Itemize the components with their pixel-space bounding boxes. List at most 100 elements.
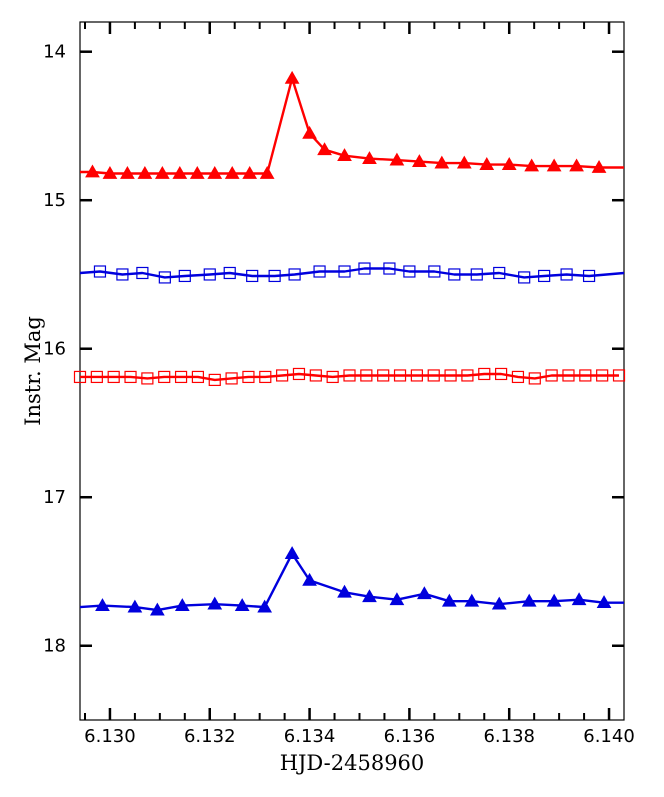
data-point <box>174 598 190 612</box>
data-point <box>178 269 191 283</box>
data-point <box>434 155 450 169</box>
data-point <box>501 157 517 170</box>
y-tick-label: 14 <box>43 42 66 63</box>
data-point <box>360 369 373 382</box>
data-point <box>478 367 491 381</box>
data-point <box>309 369 322 382</box>
data-point <box>284 546 300 560</box>
data-point <box>358 262 371 275</box>
y-axis: 14 15 16 17 18 <box>43 42 624 657</box>
data-point <box>326 370 339 384</box>
data-point <box>427 369 440 382</box>
data-point <box>116 268 129 281</box>
data-point <box>154 165 170 179</box>
data-point <box>579 369 592 382</box>
data-point <box>268 269 281 283</box>
y-tick-label: 16 <box>43 339 66 360</box>
data-point <box>569 158 584 172</box>
x-tick-label: 6.132 <box>184 726 236 747</box>
data-point <box>189 165 205 179</box>
data-point <box>403 265 416 278</box>
data-point <box>174 370 188 384</box>
data-point <box>224 165 240 179</box>
data-point <box>288 268 301 281</box>
x-tick-label: 6.138 <box>483 726 535 747</box>
x-tick-label: 6.140 <box>583 726 635 747</box>
series-line <box>79 267 625 279</box>
data-point <box>362 151 377 165</box>
data-point <box>225 372 238 385</box>
series-red-squares <box>73 367 626 387</box>
data-point <box>302 572 317 586</box>
data-point <box>410 369 423 382</box>
y-tick-label: 18 <box>43 636 66 657</box>
data-point <box>158 370 171 384</box>
data-point <box>591 160 607 173</box>
data-point <box>362 589 377 603</box>
data-point <box>158 271 171 284</box>
y-tick-label: 15 <box>43 190 66 211</box>
data-point <box>259 165 275 179</box>
data-point <box>317 142 332 156</box>
data-point <box>596 595 612 609</box>
data-point <box>456 155 472 169</box>
data-point <box>313 265 326 278</box>
data-point <box>127 599 143 613</box>
data-point <box>428 265 441 278</box>
data-point <box>172 165 188 179</box>
data-point <box>562 369 575 382</box>
series-red-triangles <box>80 70 624 179</box>
data-point <box>242 370 255 384</box>
data-point <box>141 372 154 385</box>
series-line <box>79 552 624 612</box>
x-axis-label: HJD-2458960 <box>280 751 425 775</box>
data-point <box>444 369 457 382</box>
data-point <box>524 158 540 172</box>
series-blue-squares <box>79 262 625 284</box>
series-line <box>80 77 624 175</box>
data-point <box>102 165 118 179</box>
series-line <box>80 372 619 382</box>
x-tick-label: 6.134 <box>284 726 336 747</box>
data-point <box>234 598 250 612</box>
data-point <box>302 125 317 139</box>
data-point <box>207 596 223 610</box>
data-point <box>337 148 352 162</box>
data-point <box>120 165 135 179</box>
data-point <box>284 70 300 84</box>
data-point <box>191 370 205 384</box>
data-point <box>208 373 221 387</box>
data-point <box>85 164 100 178</box>
data-point <box>343 369 356 382</box>
data-point <box>518 271 531 284</box>
data-point <box>493 266 506 280</box>
data-point <box>389 592 405 606</box>
data-point <box>149 602 165 616</box>
data-point <box>337 584 352 598</box>
data-point <box>73 370 87 384</box>
data-point <box>389 152 405 166</box>
x-axis: 6.130 6.132 6.134 6.136 6.138 6.140 <box>83 22 635 747</box>
data-point <box>207 165 223 179</box>
data-point <box>461 369 474 382</box>
data-point <box>612 369 626 382</box>
data-point <box>495 367 508 381</box>
data-point <box>90 370 103 384</box>
x-tick-label: 6.136 <box>384 726 436 747</box>
series-blue-triangles <box>79 546 624 616</box>
data-point <box>596 369 609 382</box>
data-point <box>246 269 259 283</box>
x-tick-label: 6.130 <box>84 726 136 747</box>
data-point <box>479 157 495 170</box>
data-point <box>528 372 541 385</box>
data-point <box>338 265 351 278</box>
data-point <box>441 593 457 607</box>
data-point <box>377 369 390 382</box>
data-point <box>546 593 562 607</box>
data-point <box>546 158 562 172</box>
data-point <box>124 370 137 384</box>
data-point <box>107 370 120 384</box>
data-point <box>412 154 427 167</box>
data-point <box>511 370 525 384</box>
